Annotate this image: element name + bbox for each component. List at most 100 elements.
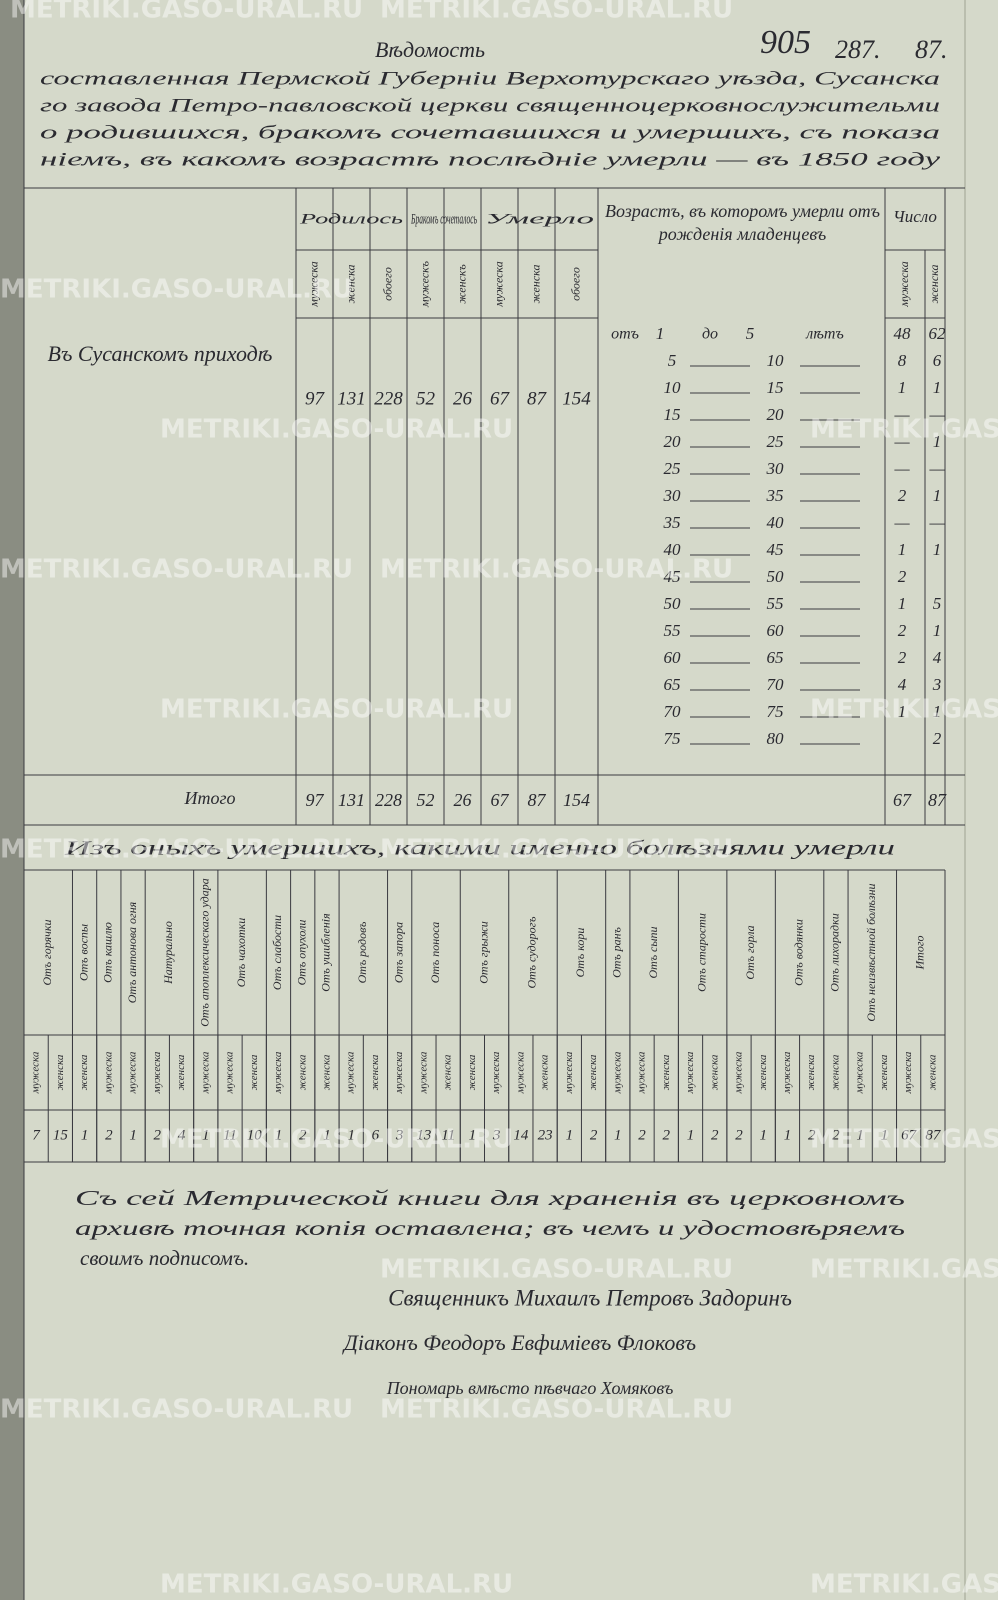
cause-value: 15 — [53, 1127, 69, 1143]
row-value: 154 — [562, 388, 591, 409]
watermark: METRIKI.GASO-URAL.RU — [810, 1570, 998, 1600]
age-to: 10 — [767, 351, 785, 370]
cause-header: Отъ горла — [743, 925, 757, 979]
causes-title: Изъ оныхъ умершихъ, какими именно болѣзн… — [63, 838, 895, 860]
header-line: составленная Пермской Губерніи Верхотурс… — [40, 68, 940, 89]
sex-label: женска — [466, 1054, 478, 1090]
watermark: METRIKI.GASO-URAL.RU — [160, 1125, 513, 1155]
age-from: 65 — [664, 675, 681, 694]
cause-header: Отъ грыжи — [476, 921, 490, 984]
sheet-number: 287. — [835, 35, 881, 64]
watermark: METRIKI.GASO-URAL.RU — [380, 835, 733, 865]
sub-header: женска — [528, 265, 542, 304]
cause-header: Отъ антонова огня — [125, 901, 139, 1003]
age-from: 40 — [664, 540, 682, 559]
cause-header: Отъ слабости — [270, 915, 284, 990]
cause-header: Отъ кашлю — [101, 922, 115, 983]
age-to: 15 — [767, 378, 784, 397]
watermark: METRIKI.GASO-URAL.RU — [380, 1255, 733, 1285]
age-from: 50 — [664, 594, 682, 613]
cause-header: Отъ родовъ — [355, 922, 369, 984]
cause-header: Отъ чахотки — [234, 918, 248, 988]
watermark: METRIKI.GASO-URAL.RU — [380, 0, 733, 25]
sex-label: женска — [539, 1054, 551, 1090]
sex-label: женска — [296, 1054, 308, 1090]
cause-header: Отъ неизвѣстной болѣзни — [864, 883, 878, 1021]
group-header: Умерло — [485, 211, 595, 227]
sheet-number: 87. — [915, 35, 948, 64]
cause-value: 2 — [735, 1127, 743, 1143]
age-female-count: — — [928, 513, 945, 532]
watermark: METRIKI.GASO-URAL.RU — [0, 1395, 353, 1425]
cause-header: Отъ сыпи — [646, 926, 660, 978]
age-male-count: 1 — [898, 540, 907, 559]
watermark: METRIKI.GASO-URAL.RU — [380, 1395, 733, 1425]
sex-label: мужеска — [636, 1051, 648, 1094]
cause-header: Отъ ранъ — [610, 927, 624, 978]
age-female-count: 62 — [929, 324, 947, 343]
sheet-number: 905 — [760, 24, 811, 61]
age-to: 55 — [767, 594, 784, 613]
cause-value: 2 — [154, 1127, 162, 1143]
cause-header: Отъ судорогъ — [525, 916, 539, 988]
age-from: 15 — [664, 405, 681, 424]
sex-label: мужеска — [224, 1051, 236, 1094]
cause-header: Отъ лихорадки — [828, 913, 842, 992]
cause-value: 1 — [347, 1127, 355, 1143]
cause-value: 1 — [856, 1127, 864, 1143]
age-to: 40 — [767, 513, 785, 532]
cause-value: 14 — [513, 1127, 529, 1143]
age-from: 5 — [668, 351, 677, 370]
watermark: METRIKI.GASO-URAL.RU — [810, 695, 998, 725]
sex-label: мужеска — [781, 1051, 793, 1094]
sex-label: женска — [660, 1054, 672, 1090]
count-header: Число — [893, 207, 937, 226]
cause-value: 2 — [105, 1127, 113, 1143]
age-male-count: 4 — [898, 675, 907, 694]
age-male-count: — — [893, 459, 910, 478]
age-to: 45 — [767, 540, 784, 559]
sex-label: женска — [442, 1054, 454, 1090]
age-female-count: 6 — [933, 351, 942, 370]
age-female-count: 2 — [933, 729, 942, 748]
age-from: 30 — [663, 486, 682, 505]
sex-label: мужеска — [563, 1051, 575, 1094]
age-female-count: 3 — [932, 675, 942, 694]
age-word: отъ — [611, 326, 639, 343]
age-female-count: — — [928, 459, 945, 478]
age-female-count: 1 — [933, 486, 942, 505]
age-female-count: — — [928, 405, 945, 424]
sex-label: мужеска — [272, 1051, 284, 1094]
cause-header: Отъ опухоли — [294, 920, 308, 986]
age-to: 70 — [767, 675, 785, 694]
age-male-count: 2 — [898, 486, 907, 505]
cause-header: Итого — [913, 935, 927, 970]
document-title: Вѣдомость — [375, 37, 485, 62]
sex-label: женска — [926, 1054, 938, 1090]
watermark: METRIKI.GASO-URAL.RU — [160, 1570, 513, 1600]
cause-value: 3 — [395, 1127, 404, 1143]
cause-value: 10 — [247, 1127, 263, 1143]
total-value: 154 — [563, 790, 590, 810]
total-value: 26 — [454, 790, 472, 810]
cause-value: 7 — [32, 1127, 41, 1143]
sex-label: мужеска — [345, 1051, 357, 1094]
signature: Діаконъ Феодоръ Евфиміевъ Флоковъ — [342, 1330, 696, 1355]
cause-value: 1 — [759, 1127, 767, 1143]
cause-value: 1 — [881, 1127, 889, 1143]
age-male-count: 1 — [898, 594, 907, 613]
sex-label: женска — [708, 1054, 720, 1090]
sex-label: мужеска — [854, 1051, 866, 1094]
total-value: 87 — [528, 790, 547, 810]
sex-label: женска — [78, 1054, 90, 1090]
age-to: 30 — [766, 459, 785, 478]
sub-header: женска — [343, 265, 357, 304]
age-from: 35 — [663, 513, 681, 532]
cause-header: Отъ апоплексическаго удара — [198, 878, 212, 1026]
age-male-count: 1 — [898, 378, 907, 397]
cause-header: Отъ кори — [573, 928, 587, 978]
sex-label: мужеска — [30, 1051, 42, 1094]
watermark: METRIKI.GASO-URAL.RU — [10, 0, 363, 25]
age-female-count: 4 — [933, 648, 942, 667]
